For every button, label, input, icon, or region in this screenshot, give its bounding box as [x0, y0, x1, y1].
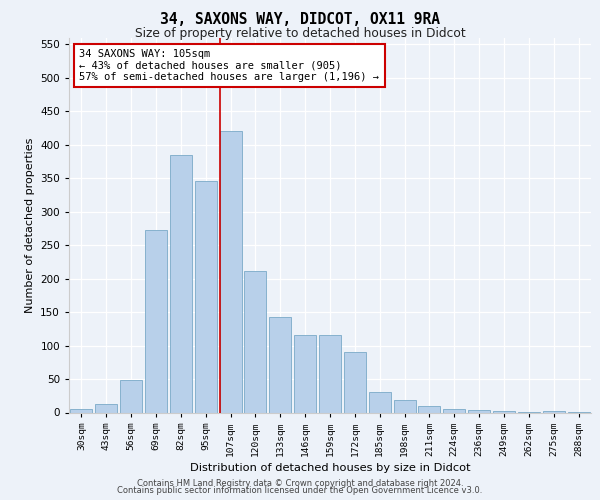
- Bar: [95, 404, 117, 412]
- Bar: [244, 271, 266, 412]
- Bar: [394, 400, 416, 412]
- Bar: [195, 182, 217, 412]
- Bar: [319, 335, 341, 412]
- Bar: [468, 410, 490, 412]
- Text: 34, SAXONS WAY, DIDCOT, OX11 9RA: 34, SAXONS WAY, DIDCOT, OX11 9RA: [160, 12, 440, 28]
- Text: Size of property relative to detached houses in Didcot: Size of property relative to detached ho…: [134, 28, 466, 40]
- Bar: [145, 230, 167, 412]
- Text: Contains public sector information licensed under the Open Government Licence v3: Contains public sector information licen…: [118, 486, 482, 495]
- Bar: [418, 406, 440, 412]
- Bar: [344, 352, 366, 412]
- Text: Contains HM Land Registry data © Crown copyright and database right 2024.: Contains HM Land Registry data © Crown c…: [137, 478, 463, 488]
- Bar: [269, 318, 291, 412]
- Bar: [120, 380, 142, 412]
- Bar: [220, 131, 242, 412]
- Bar: [170, 154, 192, 412]
- Bar: [443, 409, 465, 412]
- Bar: [369, 392, 391, 412]
- Bar: [543, 411, 565, 412]
- Bar: [70, 409, 92, 412]
- Bar: [294, 335, 316, 412]
- Y-axis label: Number of detached properties: Number of detached properties: [25, 138, 35, 312]
- X-axis label: Distribution of detached houses by size in Didcot: Distribution of detached houses by size …: [190, 463, 470, 473]
- Text: 34 SAXONS WAY: 105sqm
← 43% of detached houses are smaller (905)
57% of semi-det: 34 SAXONS WAY: 105sqm ← 43% of detached …: [79, 49, 379, 82]
- Bar: [493, 411, 515, 412]
